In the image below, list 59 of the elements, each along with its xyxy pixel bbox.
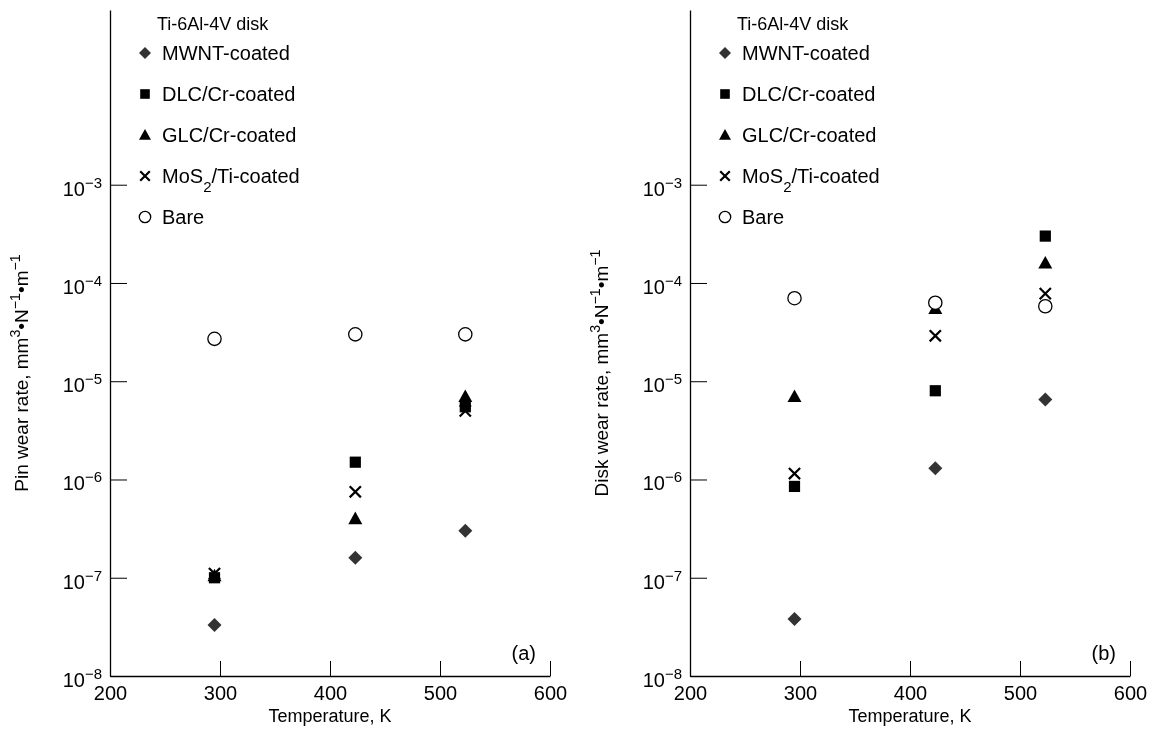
- point: [348, 511, 363, 525]
- annotation: (b): [1091, 642, 1116, 664]
- legend-label: MoS$_{2}$/Ti-coated: [162, 165, 300, 195]
- y-tick-label: 10$^{−3}$: [62, 173, 102, 200]
- y-tick-label: 10$^{−6}$: [62, 467, 102, 495]
- x-tick-label: 400: [893, 682, 928, 705]
- point: [928, 329, 942, 343]
- point: [1038, 255, 1053, 269]
- point: [348, 485, 362, 499]
- legend-label: GLC/Cr-coated: [742, 124, 877, 146]
- point: [928, 461, 943, 476]
- y-tick-label: 10$^{−5}$: [642, 369, 682, 397]
- point: [458, 523, 473, 538]
- point: [1039, 230, 1051, 242]
- x-tick-label: 500: [1003, 682, 1038, 705]
- x-tick-label: 600: [533, 682, 568, 705]
- point: [349, 456, 361, 468]
- legend-label: MoS$_{2}$/Ti-coated: [742, 165, 880, 195]
- point: [458, 389, 473, 403]
- point: [348, 550, 363, 565]
- point: [787, 290, 802, 306]
- legend-label: MWNT-coated: [742, 42, 870, 64]
- y-tick-label: 10$^{−6}$: [642, 467, 682, 495]
- y-tick-label: 10$^{−4}$: [642, 271, 682, 298]
- legend-label: DLC/Cr-coated: [162, 83, 296, 105]
- x-tick-label: 300: [203, 682, 238, 705]
- y-tick-label: 10$^{−5}$: [62, 369, 102, 397]
- legend-title: Ti-6Al-4V disk: [157, 14, 270, 34]
- x-tick-label: 400: [313, 682, 348, 705]
- annotation: (a): [511, 642, 536, 664]
- point: [207, 618, 222, 633]
- point: [928, 295, 943, 310]
- point: [787, 612, 802, 627]
- y-tick-label: 10$^{−4}$: [62, 271, 102, 298]
- legend-label: GLC/Cr-coated: [162, 124, 297, 146]
- y-tick-label: 10$^{−7}$: [642, 566, 682, 593]
- legend-label: DLC/Cr-coated: [742, 83, 876, 105]
- legend-label: Bare: [742, 206, 785, 228]
- point: [458, 404, 472, 418]
- point: [348, 327, 363, 342]
- point: [788, 480, 801, 493]
- x-tick-label: 500: [423, 682, 458, 705]
- point: [1038, 298, 1053, 314]
- legend-title: Ti-6Al-4V disk: [737, 14, 850, 34]
- point: [1038, 392, 1053, 407]
- point: [787, 466, 802, 481]
- legend-label: Bare: [162, 206, 205, 228]
- x-tick-label: 300: [783, 682, 818, 705]
- point: [1038, 286, 1052, 301]
- legend-label: MWNT-coated: [162, 42, 290, 64]
- point: [787, 389, 802, 403]
- x-tick-label: 600: [1113, 682, 1148, 705]
- x-axis-title: Temperature, K: [268, 706, 392, 726]
- point: [458, 327, 473, 342]
- point: [207, 331, 222, 347]
- point: [929, 385, 941, 397]
- y-tick-label: 10$^{−3}$: [642, 173, 682, 200]
- y-tick-label: 10$^{−7}$: [62, 566, 102, 593]
- x-axis-title: Temperature, K: [848, 706, 972, 726]
